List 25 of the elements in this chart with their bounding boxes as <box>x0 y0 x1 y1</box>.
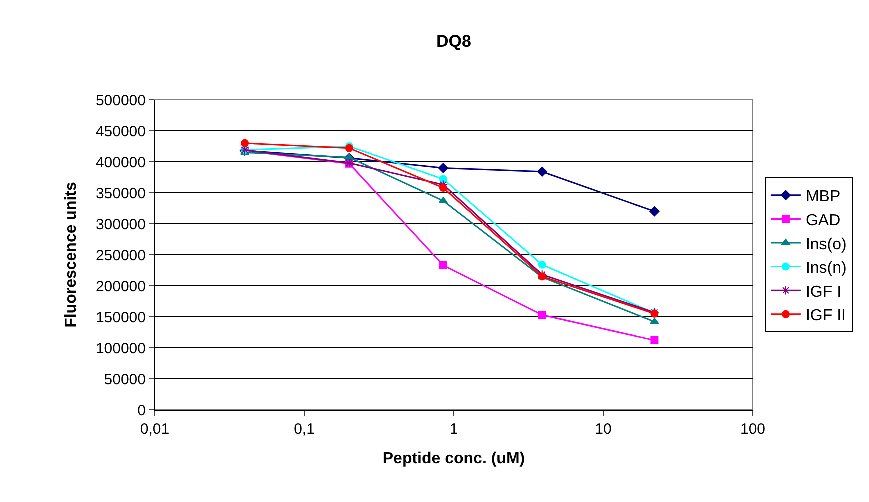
y-tick-label: 450000 <box>96 123 146 140</box>
legend-label: MBP <box>806 188 841 206</box>
legend-label: IGF II <box>806 308 846 325</box>
y-tick-label: 300000 <box>96 216 146 234</box>
legend-label: Ins(n) <box>806 260 847 278</box>
chart-title: DQ8 <box>436 32 472 52</box>
x-tick-label: 0,01 <box>140 421 170 438</box>
y-tick-label: 100000 <box>96 340 146 358</box>
y-tick-label: 400000 <box>96 154 146 172</box>
y-tick-label: 350000 <box>96 185 146 202</box>
x-tick-label: 10 <box>595 421 612 438</box>
y-tick-label: 500000 <box>96 92 146 110</box>
x-axis-title: Peptide conc. (uM) <box>382 450 526 468</box>
y-tick-label: 250000 <box>96 247 146 264</box>
legend-label: GAD <box>806 212 841 230</box>
legend-label: IGF I <box>806 284 842 301</box>
legend-label: Ins(o) <box>806 236 847 254</box>
x-tick-label: 100 <box>740 421 766 438</box>
y-axis-title: Fluorescence units <box>62 182 80 328</box>
x-tick-label: 1 <box>450 421 458 438</box>
y-tick-label: 150000 <box>96 309 146 326</box>
y-tick-label: 50000 <box>104 371 146 388</box>
y-tick-label: 200000 <box>96 278 146 296</box>
y-tick-label: 0 <box>138 402 146 420</box>
x-tick-label: 0,1 <box>294 421 315 438</box>
